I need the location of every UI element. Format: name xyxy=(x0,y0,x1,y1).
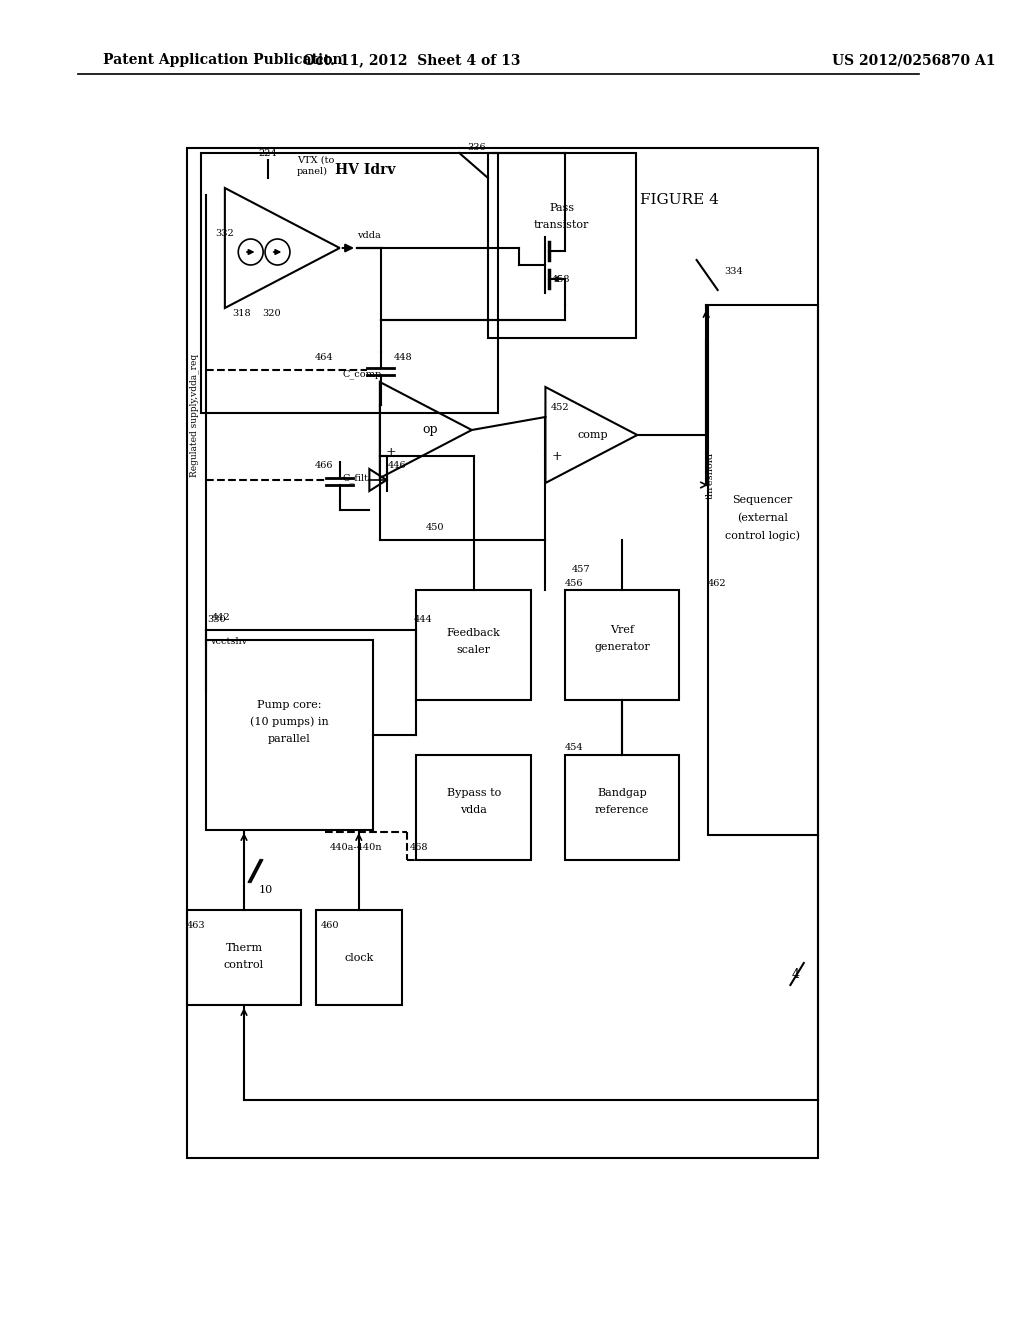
Text: panel): panel) xyxy=(297,166,328,176)
Text: Sequencer: Sequencer xyxy=(732,495,793,506)
Text: Feedback: Feedback xyxy=(446,628,501,638)
Text: 458: 458 xyxy=(552,276,570,285)
Bar xyxy=(564,590,679,700)
Text: Regulated supply,vdda_req: Regulated supply,vdda_req xyxy=(189,354,199,477)
Text: (10 pumps) in: (10 pumps) in xyxy=(250,717,329,727)
Text: Pass: Pass xyxy=(549,203,574,213)
Text: 10: 10 xyxy=(258,884,272,895)
Bar xyxy=(206,640,373,830)
Text: Bandgap: Bandgap xyxy=(597,788,647,799)
Bar xyxy=(488,153,636,338)
Bar xyxy=(708,305,818,836)
Text: 330: 330 xyxy=(208,615,226,624)
Text: 224: 224 xyxy=(258,149,278,157)
Text: C_filt: C_filt xyxy=(343,473,369,483)
Text: 440a-440n: 440a-440n xyxy=(330,843,383,853)
Text: control logic): control logic) xyxy=(725,531,800,541)
Text: 456: 456 xyxy=(564,578,583,587)
Text: FIGURE 4: FIGURE 4 xyxy=(640,193,719,207)
Text: Oct. 11, 2012  Sheet 4 of 13: Oct. 11, 2012 Sheet 4 of 13 xyxy=(303,53,520,67)
Text: comp: comp xyxy=(578,430,608,440)
Text: Vref: Vref xyxy=(610,624,634,635)
Text: 462: 462 xyxy=(708,578,727,587)
Text: +: + xyxy=(552,450,562,463)
Text: 442: 442 xyxy=(212,614,230,623)
Text: 463: 463 xyxy=(186,920,205,929)
Bar xyxy=(315,909,401,1005)
Bar xyxy=(186,148,818,1158)
Text: HV Idrv: HV Idrv xyxy=(335,162,395,177)
Text: generator: generator xyxy=(594,642,650,652)
Text: clock: clock xyxy=(344,953,374,964)
Text: 334: 334 xyxy=(724,268,743,276)
Text: 452: 452 xyxy=(551,404,569,412)
Text: control: control xyxy=(224,960,264,970)
Bar xyxy=(416,755,531,861)
Bar xyxy=(416,590,531,700)
Text: 450: 450 xyxy=(426,524,444,532)
Text: 320: 320 xyxy=(262,309,281,318)
Text: +: + xyxy=(386,446,396,458)
Text: threshold: threshold xyxy=(706,451,715,499)
Text: Pump core:: Pump core: xyxy=(257,700,322,710)
Text: Therm: Therm xyxy=(225,942,262,953)
Text: C_comp: C_comp xyxy=(343,370,382,379)
Text: 448: 448 xyxy=(394,352,413,362)
Text: parallel: parallel xyxy=(267,734,310,744)
Text: op: op xyxy=(423,424,438,437)
Text: Bypass to: Bypass to xyxy=(446,788,501,799)
Text: vdda: vdda xyxy=(460,805,487,814)
Text: 336: 336 xyxy=(467,144,485,153)
Text: 444: 444 xyxy=(414,615,432,624)
Text: scaler: scaler xyxy=(457,645,490,655)
Text: (external: (external xyxy=(737,513,788,523)
Text: 466: 466 xyxy=(314,461,333,470)
Text: 468: 468 xyxy=(410,843,428,853)
Text: 460: 460 xyxy=(321,920,339,929)
Text: 464: 464 xyxy=(314,354,333,363)
Text: vdda: vdda xyxy=(357,231,381,239)
Text: reference: reference xyxy=(595,805,649,814)
Text: 318: 318 xyxy=(231,309,251,318)
Text: transistor: transistor xyxy=(534,220,590,230)
Text: Patent Application Publication: Patent Application Publication xyxy=(103,53,343,67)
Text: vcctshv: vcctshv xyxy=(211,638,248,647)
Text: 454: 454 xyxy=(564,743,584,752)
Bar xyxy=(201,153,498,413)
Bar xyxy=(186,909,301,1005)
Text: 332: 332 xyxy=(215,230,234,239)
Bar xyxy=(564,755,679,861)
Text: VTX (to: VTX (to xyxy=(297,156,334,165)
Text: 446: 446 xyxy=(387,461,407,470)
Text: US 2012/0256870 A1: US 2012/0256870 A1 xyxy=(833,53,996,67)
Text: 4: 4 xyxy=(792,969,799,982)
Text: 457: 457 xyxy=(572,565,591,574)
